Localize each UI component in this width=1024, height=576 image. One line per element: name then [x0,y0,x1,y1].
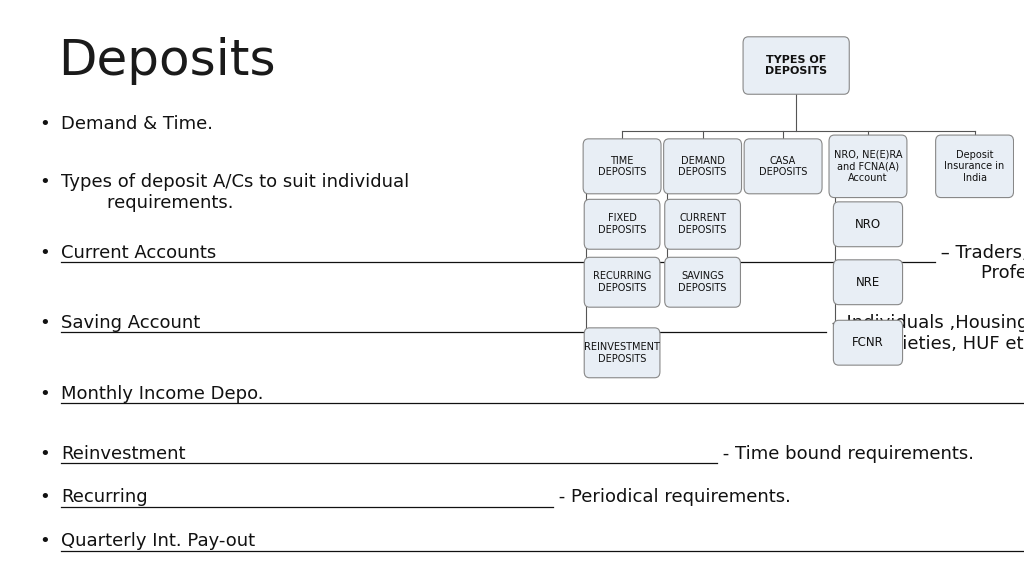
FancyBboxPatch shape [583,139,662,194]
FancyBboxPatch shape [664,139,741,194]
FancyBboxPatch shape [585,328,659,378]
Text: Deposit
Insurance in
India: Deposit Insurance in India [944,150,1005,183]
Text: Recurring: Recurring [61,488,147,506]
Text: Deposits: Deposits [58,37,276,85]
Text: •: • [40,314,50,332]
Text: Monthly Income Depo.: Monthly Income Depo. [61,385,264,403]
FancyBboxPatch shape [665,257,740,307]
Text: - Time bound requirements.: - Time bound requirements. [717,445,974,463]
FancyBboxPatch shape [585,257,659,307]
Text: •: • [40,115,50,133]
FancyBboxPatch shape [743,37,849,94]
FancyBboxPatch shape [834,320,902,365]
FancyBboxPatch shape [744,139,822,194]
Text: DEMAND
DEPOSITS: DEMAND DEPOSITS [679,156,727,177]
Text: •: • [40,244,50,262]
Text: TYPES OF
DEPOSITS: TYPES OF DEPOSITS [765,55,827,77]
FancyBboxPatch shape [665,199,740,249]
Text: Reinvestment: Reinvestment [61,445,185,463]
FancyBboxPatch shape [936,135,1014,198]
Text: Quarterly Int. Pay-out: Quarterly Int. Pay-out [61,532,255,550]
FancyBboxPatch shape [585,199,659,249]
Text: NRE: NRE [856,276,880,289]
Text: •: • [40,445,50,463]
Text: Types of deposit A/Cs to suit individual
        requirements.: Types of deposit A/Cs to suit individual… [61,173,410,211]
Text: Demand & Time.: Demand & Time. [61,115,213,133]
Text: Current Accounts: Current Accounts [61,244,216,262]
Text: - Periodical requirements.: - Periodical requirements. [553,488,791,506]
Text: •: • [40,173,50,191]
FancyBboxPatch shape [834,260,902,305]
Text: SAVINGS
DEPOSITS: SAVINGS DEPOSITS [679,271,727,293]
Text: •: • [40,532,50,550]
Text: •: • [40,488,50,506]
Text: TIME
DEPOSITS: TIME DEPOSITS [598,156,646,177]
Text: CURRENT
DEPOSITS: CURRENT DEPOSITS [679,214,727,235]
Text: Saving Account: Saving Account [61,314,201,332]
Text: FCNR: FCNR [852,336,884,349]
FancyBboxPatch shape [834,202,902,247]
Text: – Traders, Businessmen,
        Professionals: – Traders, Businessmen, Professionals [935,244,1024,282]
Text: REINVESTMENT
DEPOSITS: REINVESTMENT DEPOSITS [584,342,660,363]
Text: CASA
DEPOSITS: CASA DEPOSITS [759,156,807,177]
Text: NRO: NRO [855,218,881,231]
Text: FIXED
DEPOSITS: FIXED DEPOSITS [598,214,646,235]
FancyBboxPatch shape [829,135,907,198]
Text: NRO, NE(E)RA
and FCNA(A)
Account: NRO, NE(E)RA and FCNA(A) Account [834,150,902,183]
Text: RECURRING
DEPOSITS: RECURRING DEPOSITS [593,271,651,293]
Text: •: • [40,385,50,403]
Text: – Individuals ,Housing
        societies, HUF etc.: – Individuals ,Housing societies, HUF et… [826,314,1024,353]
